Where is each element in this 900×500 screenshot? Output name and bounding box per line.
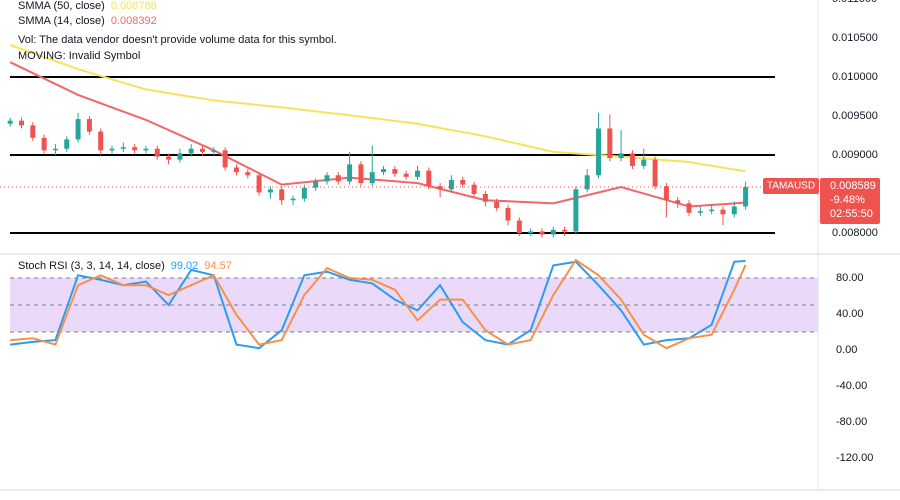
candle-body bbox=[437, 186, 443, 190]
candle-body bbox=[629, 153, 635, 166]
candle-body bbox=[494, 201, 500, 209]
candle-body bbox=[41, 137, 47, 151]
y-tick-label: 0.010000 bbox=[832, 71, 878, 83]
candle-body bbox=[188, 148, 194, 154]
candle-body bbox=[584, 175, 590, 190]
candle-body bbox=[471, 184, 477, 194]
candle-body bbox=[52, 148, 58, 151]
annotation: Vol: The data vendor doesn't provide vol… bbox=[18, 34, 337, 46]
candle-body bbox=[505, 208, 511, 221]
candle-body bbox=[448, 179, 454, 190]
candle-body bbox=[528, 231, 534, 233]
candle-body bbox=[426, 170, 432, 187]
countdown: 02:55:50 bbox=[830, 208, 873, 220]
candle-body bbox=[233, 167, 239, 173]
y-tick-label: 0.00 bbox=[836, 344, 857, 356]
candle-body bbox=[697, 211, 703, 213]
price-change: -9.48% bbox=[830, 194, 865, 206]
y-tick-label: -40.00 bbox=[836, 380, 867, 392]
candle-body bbox=[403, 173, 409, 177]
candle-body bbox=[663, 186, 669, 201]
candle-body bbox=[64, 139, 70, 149]
stoch-line bbox=[10, 259, 746, 350]
sma-line bbox=[9, 61, 746, 208]
candle-body bbox=[267, 189, 273, 193]
candle-body bbox=[482, 193, 488, 202]
candle-body bbox=[222, 150, 228, 168]
y-tick-label: -80.00 bbox=[836, 416, 867, 428]
y-tick-label: 80.00 bbox=[836, 272, 864, 284]
candle-body bbox=[30, 125, 36, 138]
legend-value: 0.008788 bbox=[111, 0, 157, 12]
y-tick-label: 40.00 bbox=[836, 308, 864, 320]
y-tick-label: 0.010500 bbox=[832, 32, 878, 44]
candle-body bbox=[731, 206, 737, 215]
y-tick-label: -120.00 bbox=[836, 452, 873, 464]
candle-body bbox=[414, 170, 420, 177]
candle-body bbox=[392, 169, 398, 174]
candle-body bbox=[177, 153, 183, 160]
candle-body bbox=[562, 229, 568, 232]
candle-body bbox=[596, 128, 602, 176]
candle-body bbox=[369, 172, 375, 184]
candle-body bbox=[335, 175, 341, 182]
legend-value: 0.008392 bbox=[111, 15, 157, 27]
legend-name: SMMA (14, close) bbox=[18, 15, 105, 27]
candle-body bbox=[539, 231, 545, 235]
candle-body bbox=[290, 198, 296, 201]
candle-body bbox=[301, 187, 307, 199]
candle-body bbox=[245, 172, 251, 176]
candle-body bbox=[132, 147, 138, 151]
indicator-value: 94.57 bbox=[204, 260, 232, 272]
candle-body bbox=[652, 159, 658, 187]
candle-body bbox=[98, 131, 104, 151]
candle-body bbox=[313, 181, 319, 188]
candle-body bbox=[720, 209, 726, 215]
candle-body bbox=[573, 189, 579, 232]
candle-body bbox=[460, 179, 466, 185]
y-tick-label: 0.009000 bbox=[832, 149, 878, 161]
candle-body bbox=[324, 175, 330, 182]
candle-body bbox=[686, 203, 692, 213]
candle-body bbox=[347, 164, 353, 182]
stoch-line bbox=[10, 258, 747, 350]
candle-body bbox=[358, 164, 364, 184]
symbol-tag bbox=[763, 178, 819, 195]
candle-body bbox=[550, 229, 556, 235]
candle-body bbox=[75, 119, 81, 140]
legend-name: SMMA (50, close) bbox=[18, 0, 105, 12]
symbol-label: TAMAUSD bbox=[767, 181, 815, 192]
candle-body bbox=[618, 153, 624, 159]
y-tick-label: 0.008000 bbox=[832, 227, 878, 239]
candle-body bbox=[166, 156, 172, 160]
candle-body bbox=[381, 169, 387, 173]
candle-body bbox=[743, 187, 749, 207]
indicator-title: Stoch RSI (3, 3, 14, 14, close) bbox=[18, 260, 165, 272]
price-tag bbox=[820, 178, 880, 225]
indicator-value: 99.02 bbox=[171, 260, 199, 272]
candle-body bbox=[211, 150, 217, 152]
candle-body bbox=[143, 148, 149, 151]
candle-body bbox=[641, 159, 647, 166]
candle-body bbox=[18, 120, 24, 126]
y-tick-label: 0.009500 bbox=[832, 110, 878, 122]
candle-body bbox=[154, 148, 160, 157]
candle-body bbox=[200, 148, 206, 152]
price-value: 0.008589 bbox=[830, 180, 876, 192]
candle-body bbox=[109, 148, 115, 151]
candle-body bbox=[86, 119, 92, 132]
candle-body bbox=[675, 200, 681, 204]
annotation: MOVING: Invalid Symbol bbox=[18, 50, 140, 62]
candle-body bbox=[256, 175, 262, 193]
candle-body bbox=[607, 128, 613, 159]
y-tick-label: 0.011000 bbox=[832, 0, 877, 5]
candle-body bbox=[120, 147, 126, 149]
candle-body bbox=[516, 220, 522, 233]
candle-body bbox=[709, 209, 715, 212]
candle-body bbox=[279, 189, 285, 201]
candle-body bbox=[7, 120, 13, 124]
